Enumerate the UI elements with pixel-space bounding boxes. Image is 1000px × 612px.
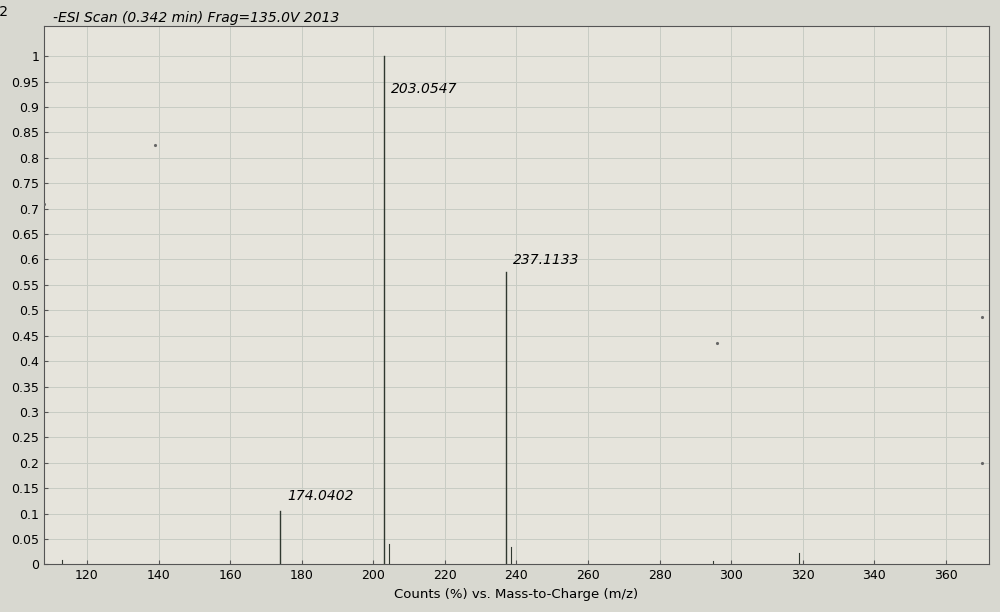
Text: 237.1133: 237.1133: [513, 253, 580, 267]
Text: x10 2: x10 2: [0, 6, 8, 20]
X-axis label: Counts (%) vs. Mass-to-Charge (m/z): Counts (%) vs. Mass-to-Charge (m/z): [394, 588, 638, 601]
Text: -ESI Scan (0.342 min) Frag=135.0V 2013: -ESI Scan (0.342 min) Frag=135.0V 2013: [53, 11, 340, 25]
Text: 174.0402: 174.0402: [288, 490, 354, 504]
Text: 203.0547: 203.0547: [391, 81, 458, 95]
